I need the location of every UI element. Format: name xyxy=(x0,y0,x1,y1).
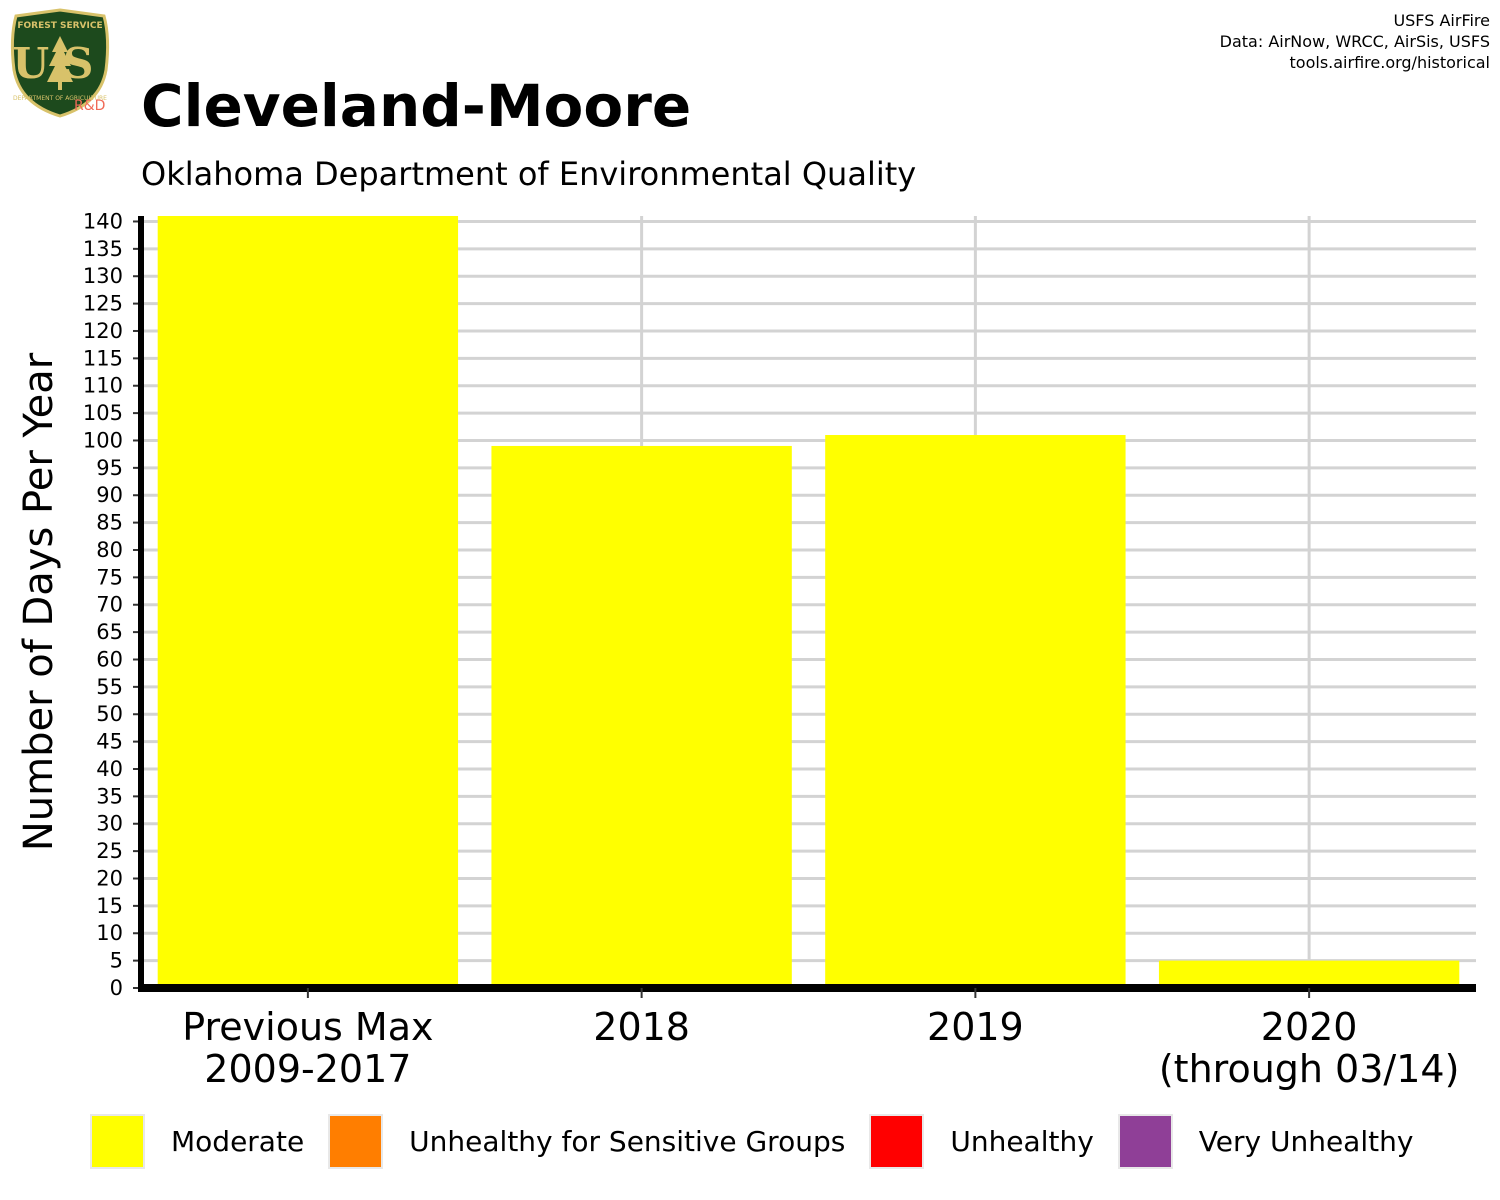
credit-line: tools.airfire.org/historical xyxy=(1289,53,1490,72)
bar xyxy=(1158,960,1460,988)
y-tick-label: 70 xyxy=(96,593,123,617)
y-tick-label: 10 xyxy=(96,921,123,945)
y-tick-label: 135 xyxy=(83,237,123,261)
credits: USFS AirFire Data: AirNow, WRCC, AirSis,… xyxy=(1220,10,1490,73)
credit-line: USFS AirFire xyxy=(1393,11,1490,30)
y-tick-label: 75 xyxy=(96,565,123,589)
legend-swatch-very-unhealthy xyxy=(1117,1113,1173,1169)
legend-label: Very Unhealthy xyxy=(1198,1124,1414,1158)
y-tick-label: 50 xyxy=(96,702,123,726)
svg-text:FOREST SERVICE: FOREST SERVICE xyxy=(17,21,102,31)
x-tick-label: 2018 xyxy=(593,1005,690,1049)
legend-item-moderate: Moderate xyxy=(90,1113,305,1169)
chart-title: Cleveland-Moore xyxy=(141,72,692,140)
y-tick-label: 110 xyxy=(83,374,123,398)
y-tick-label: 0 xyxy=(110,976,123,1000)
legend-item-unhealthy: Unhealthy xyxy=(869,1113,1094,1169)
y-tick-label: 95 xyxy=(96,456,123,480)
y-tick-label: 105 xyxy=(83,401,123,425)
y-tick-label: 80 xyxy=(96,538,123,562)
chart-subtitle: Oklahoma Department of Environmental Qua… xyxy=(141,155,917,193)
legend-swatch-usg xyxy=(328,1113,384,1169)
svg-text:DEPARTMENT OF AGRICULTURE: DEPARTMENT OF AGRICULTURE xyxy=(13,95,107,102)
y-axis-title: Number of Days Per Year xyxy=(16,352,62,851)
y-tick-label: 140 xyxy=(83,209,123,233)
x-tick-label: 2009-2017 xyxy=(204,1047,411,1091)
y-tick-label: 20 xyxy=(96,866,123,890)
y-tick-label: 130 xyxy=(83,264,123,288)
legend-label: Unhealthy xyxy=(950,1124,1094,1158)
legend-swatch-moderate xyxy=(90,1113,145,1169)
y-tick-label: 90 xyxy=(96,483,123,507)
usfs-logo: FOREST SERVICE US DEPARTMENT OF AGRICULT… xyxy=(10,8,110,118)
y-tick-label: 100 xyxy=(83,428,123,452)
y-tick-label: 55 xyxy=(96,675,123,699)
x-tick-label: Previous Max xyxy=(182,1005,433,1049)
legend-item-very-unhealthy: Very Unhealthy xyxy=(1117,1113,1414,1169)
y-tick-label: 40 xyxy=(96,757,123,781)
y-tick-label: 65 xyxy=(96,620,123,644)
legend-item-usg: Unhealthy for Sensitive Groups xyxy=(328,1113,846,1169)
y-tick-label: 5 xyxy=(110,949,123,973)
y-tick-label: 45 xyxy=(96,730,123,754)
y-tick-label: 85 xyxy=(96,511,123,535)
legend: Moderate Unhealthy for Sensitive Groups … xyxy=(90,1111,1437,1171)
x-tick-label: 2019 xyxy=(927,1005,1024,1049)
bar xyxy=(825,435,1126,988)
y-tick-label: 15 xyxy=(96,894,123,918)
x-tick-label: 2020 xyxy=(1261,1005,1358,1049)
y-tick-label: 120 xyxy=(83,319,123,343)
credit-line: Data: AirNow, WRCC, AirSis, USFS xyxy=(1219,32,1490,51)
y-tick-label: 35 xyxy=(96,784,123,808)
y-tick-label: 125 xyxy=(83,292,123,316)
y-tick-label: 60 xyxy=(96,647,123,671)
y-tick-label: 115 xyxy=(83,346,123,370)
x-tick-label: (through 03/14) xyxy=(1159,1047,1460,1091)
bar xyxy=(491,445,792,988)
bar xyxy=(157,216,459,988)
legend-label: Unhealthy for Sensitive Groups xyxy=(409,1124,846,1158)
legend-label: Moderate xyxy=(171,1124,305,1158)
y-tick-label: 30 xyxy=(96,812,123,836)
legend-swatch-unhealthy xyxy=(869,1113,925,1169)
logo-rd-tag: R&D xyxy=(74,98,106,114)
y-tick-label: 25 xyxy=(96,839,123,863)
